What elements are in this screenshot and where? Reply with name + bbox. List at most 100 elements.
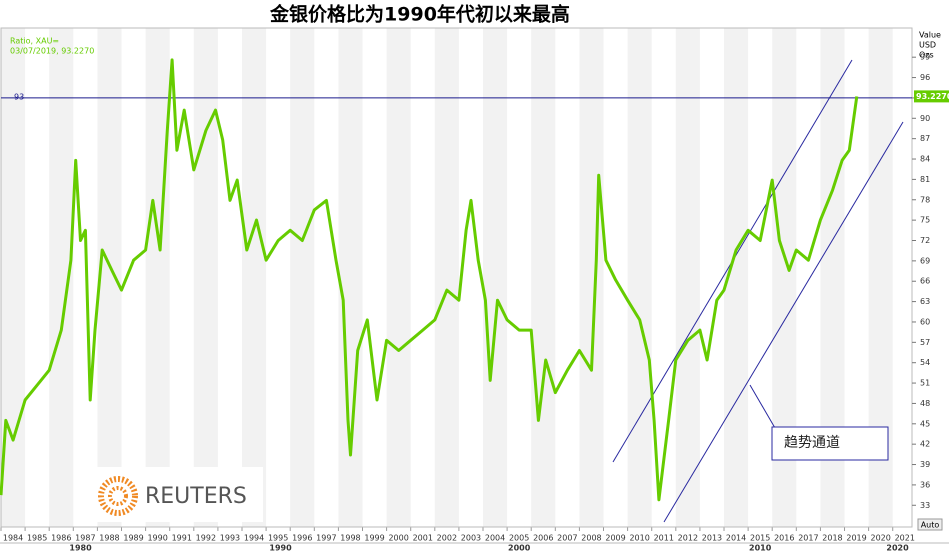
x-tick-label: 2008: [581, 534, 601, 543]
decade-label: 2000: [508, 544, 531, 553]
x-tick-label: 2004: [485, 534, 505, 543]
x-tick-label: 1985: [27, 534, 47, 543]
x-tick-label: 2005: [509, 534, 529, 543]
x-tick-label: 1996: [292, 534, 312, 543]
axis-mode[interactable]: Auto: [921, 521, 940, 530]
axis-unit: USD: [919, 41, 936, 50]
y-tick-label: 45: [920, 419, 930, 428]
y-tick-label: 78: [920, 195, 930, 204]
y-tick-label: 63: [920, 297, 930, 306]
year-band: [483, 28, 508, 527]
y-tick-label: 96: [920, 73, 930, 82]
x-tick-label: 2017: [798, 534, 818, 543]
decade-label: 1980: [69, 544, 92, 553]
y-tick-label: 33: [920, 501, 930, 510]
x-tick-label: 2009: [605, 534, 625, 543]
axis-mode-box[interactable]: [917, 518, 943, 531]
x-tick-label: 2012: [678, 534, 698, 543]
x-tick-label: 2011: [654, 534, 674, 543]
x-tick-label: 1987: [75, 534, 95, 543]
y-tick-label: 57: [920, 338, 930, 347]
x-tick-label: 1995: [268, 534, 288, 543]
callout-box: [771, 426, 889, 461]
axis-unit: Ozs: [919, 51, 934, 60]
x-tick-label: 2015: [750, 534, 770, 543]
x-tick-label: 1998: [340, 534, 360, 543]
y-tick-label: 72: [920, 236, 930, 245]
year-bands: [1, 28, 893, 527]
x-tick-label: 1993: [220, 534, 240, 543]
logo-box: [78, 467, 263, 522]
x-tick-label: 2003: [461, 534, 481, 543]
callout-line: [749, 384, 776, 429]
logo-icon: [98, 476, 138, 516]
year-band: [242, 28, 267, 527]
x-tick-label: 1989: [123, 534, 143, 543]
x-tick-label: 1986: [51, 534, 71, 543]
y-tick-label: 48: [920, 399, 930, 408]
series-line: [0, 58, 859, 502]
callout-text: 趋势通道: [784, 435, 840, 451]
y-tick-label: 87: [920, 134, 930, 143]
y-tick-label: 36: [920, 480, 930, 489]
current-value-box: [914, 90, 949, 103]
year-band: [386, 28, 411, 527]
y-tick-label: 84: [920, 155, 930, 164]
y-tick-label: 42: [920, 440, 930, 449]
year-band: [290, 28, 315, 527]
x-tick-label: 1990: [147, 534, 167, 543]
x-tick-label: 2007: [557, 534, 577, 543]
x-tick-label: 2018: [822, 534, 842, 543]
y-tick-label: 60: [920, 317, 930, 326]
year-band: [97, 28, 122, 527]
year-band: [193, 28, 218, 527]
reference-label: 93: [14, 92, 24, 101]
y-tick-label: 66: [920, 277, 930, 286]
axis-unit: Value: [919, 31, 941, 40]
x-tick-label: 2014: [726, 534, 746, 543]
x-tick-label: 1999: [364, 534, 384, 543]
y-tick-label: 69: [920, 256, 930, 265]
x-tick-label: 1997: [316, 534, 336, 543]
year-band: [675, 28, 700, 527]
x-tick-label: 2016: [774, 534, 794, 543]
y-tick-label: 90: [920, 114, 930, 123]
y-tick-label: 81: [920, 175, 930, 184]
legend-line: 03/07/2019, 93.2270: [10, 47, 94, 56]
x-tick-label: 2006: [533, 534, 553, 543]
decade-label: 2010: [749, 544, 772, 553]
x-tick-label: 2000: [388, 534, 408, 543]
year-band: [531, 28, 556, 527]
x-tick-label: 1991: [172, 534, 192, 543]
logo-icon: [108, 486, 128, 506]
y-tick-label: 51: [920, 379, 930, 388]
chart-title: 金银价格比为1990年代初以来最高: [269, 3, 570, 26]
trend-channel-lower: [663, 121, 904, 523]
y-tick-label: 39: [920, 460, 930, 469]
x-tick-label: 2019: [846, 534, 866, 543]
logo: REUTERS: [145, 484, 247, 509]
y-tick-label: 75: [920, 216, 930, 225]
year-band: [579, 28, 604, 527]
year-band: [627, 28, 652, 527]
x-tick-label: 2021: [895, 534, 915, 543]
x-tick-label: 2010: [629, 534, 649, 543]
x-tick-label: 2020: [870, 534, 890, 543]
current-value-label: 93.2270: [916, 92, 949, 101]
x-tick-label: 2013: [702, 534, 722, 543]
y-tick-label: 54: [920, 358, 930, 367]
x-tick-label: 1988: [99, 534, 119, 543]
x-tick-label: 1992: [196, 534, 216, 543]
x-tick-label: 2002: [437, 534, 457, 543]
legend-line: Ratio, XAU=: [10, 37, 59, 46]
year-band: [145, 28, 170, 527]
x-tick-label: 1994: [244, 534, 264, 543]
x-tick-label: 2001: [413, 534, 433, 543]
x-tick-label: 1984: [3, 534, 23, 543]
year-band: [434, 28, 459, 527]
plot-frame: [0, 27, 913, 528]
decade-label: 1990: [269, 544, 292, 553]
y-tick-label: 99: [920, 53, 930, 62]
decade-label: 2020: [886, 544, 909, 553]
